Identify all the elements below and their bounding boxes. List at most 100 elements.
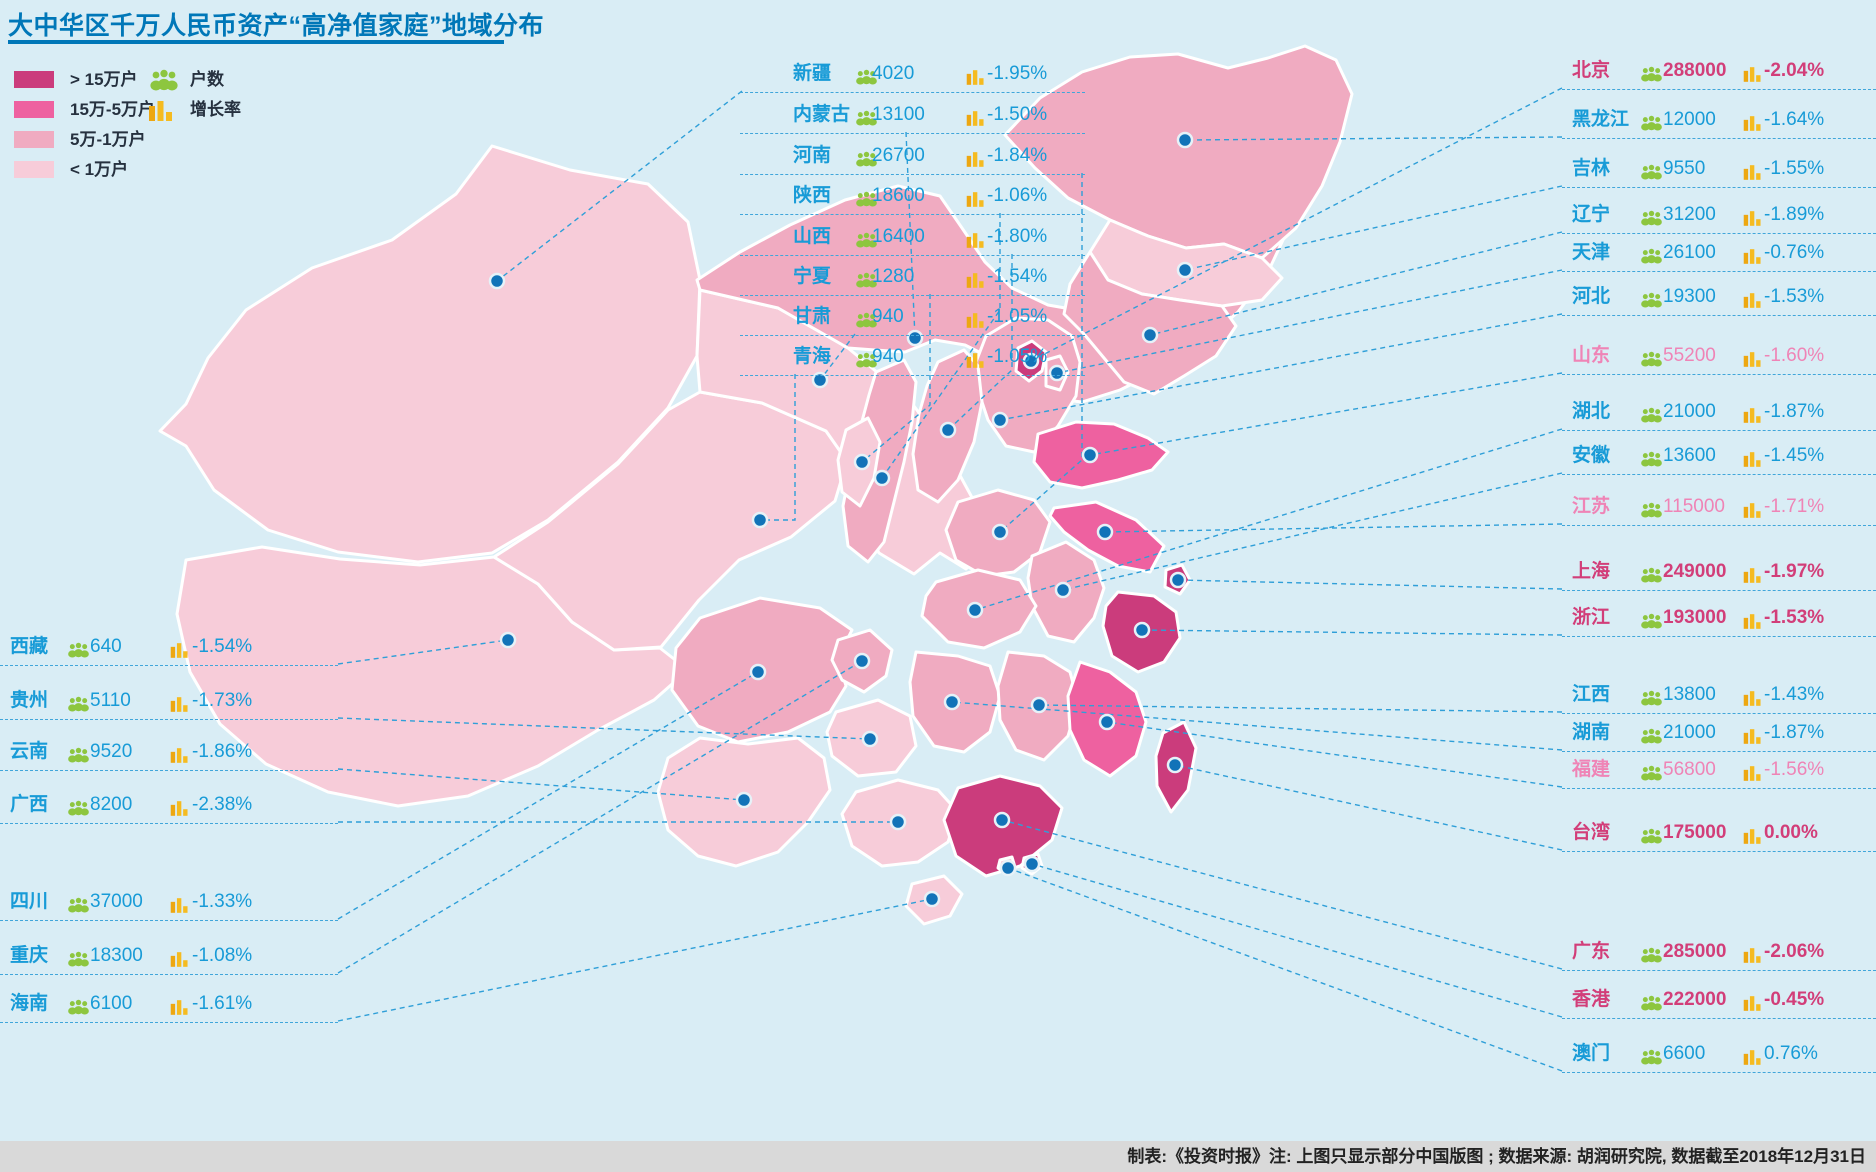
growth-value: -1.73% [192, 690, 253, 711]
region-name: 山西 [793, 226, 832, 247]
people-icon [1639, 499, 1664, 529]
bar-chart-icon [966, 148, 985, 178]
households-value: 5110 [90, 690, 131, 711]
map-dot [1133, 621, 1151, 639]
legend-label-tier2: 15万-5万户 [70, 100, 156, 119]
map-dot [991, 523, 1009, 541]
households-value: 4020 [872, 63, 915, 84]
region-row-shaanxi: 陕西 18600 -1.06% [740, 181, 1085, 215]
region-row-qinghai: 青海 940 -1.05% [740, 342, 1085, 376]
people-icon [66, 639, 91, 669]
region-row-henan: 河南 26700 -1.84% [740, 141, 1085, 175]
leader-line [1038, 704, 1563, 713]
leader-line [1106, 721, 1563, 788]
growth-value: -1.56% [1764, 759, 1825, 780]
people-icon [1639, 448, 1664, 478]
province-xinjiang [158, 144, 702, 564]
people-icon [1639, 825, 1664, 855]
households-value: 640 [90, 636, 122, 657]
households-value: 13600 [1663, 445, 1716, 466]
leader-line [337, 898, 933, 1022]
map-dots [488, 131, 1194, 908]
households-value: 193000 [1663, 607, 1727, 628]
people-icon [854, 148, 879, 178]
region-name: 天津 [1572, 242, 1611, 263]
leader-line [1104, 523, 1563, 533]
people-icon [1639, 404, 1664, 434]
map-dot [853, 652, 871, 670]
bar-chart-icon [1743, 348, 1762, 378]
region-row-fujian: 福建 56800 -1.56% [1562, 755, 1876, 789]
growth-value: -0.45% [1764, 989, 1825, 1010]
households-value: 115000 [1663, 496, 1725, 517]
map-dot [811, 371, 829, 389]
growth-value: -1.54% [987, 266, 1048, 287]
leader-line [1174, 764, 1563, 851]
map-dot [1141, 326, 1159, 344]
growth-value: -1.95% [987, 63, 1048, 84]
households-value: 26700 [872, 145, 925, 166]
bar-chart-icon [966, 349, 985, 379]
region-name: 浙江 [1572, 607, 1611, 628]
region-name: 内蒙古 [793, 104, 851, 125]
bar-chart-icon [966, 107, 985, 137]
map-dot [1022, 352, 1040, 370]
households-value: 6600 [1663, 1043, 1706, 1064]
map-dot [991, 411, 1009, 429]
households-value: 6100 [90, 993, 133, 1014]
growth-value: -1.05% [987, 306, 1048, 327]
growth-value: -1.43% [1764, 684, 1825, 705]
growth-value: -1.08% [192, 945, 253, 966]
people-icon [854, 107, 879, 137]
people-icon [1639, 207, 1664, 237]
map-dot [1030, 696, 1048, 714]
region-name: 四川 [10, 891, 49, 912]
people-icon [1639, 245, 1664, 275]
region-row-jiangsu: 江苏 115000 -1.71% [1562, 492, 1876, 526]
bar-chart-icon [966, 188, 985, 218]
bar-chart-icon [148, 100, 180, 124]
region-name: 贵州 [10, 690, 49, 711]
people-icon [66, 894, 91, 924]
growth-value: -1.87% [1764, 401, 1825, 422]
bar-chart-icon [170, 693, 189, 723]
legend-label-growth: 增长率 [190, 100, 241, 119]
households-value: 940 [872, 306, 904, 327]
leader-line [496, 90, 743, 282]
region-name: 辽宁 [1572, 204, 1611, 225]
growth-value: -1.55% [1764, 158, 1825, 179]
households-value: 55200 [1663, 345, 1716, 366]
region-row-heilongjiang: 黑龙江 12000 -1.64% [1562, 105, 1876, 139]
region-name: 江苏 [1572, 496, 1611, 517]
region-row-liaoning: 辽宁 31200 -1.89% [1562, 200, 1876, 234]
bar-chart-icon [1743, 762, 1762, 792]
growth-value: -1.61% [192, 993, 253, 1014]
region-row-guangdong: 广东 285000 -2.06% [1562, 937, 1876, 971]
map-dot [861, 730, 879, 748]
region-row-guizhou: 贵州 5110 -1.73% [0, 686, 338, 720]
region-name: 广东 [1572, 941, 1611, 962]
region-row-jilin: 吉林 9550 -1.55% [1562, 154, 1876, 188]
map-dot [943, 693, 961, 711]
bar-chart-icon [1743, 112, 1762, 142]
households-value: 21000 [1663, 722, 1716, 743]
growth-value: -2.06% [1764, 941, 1825, 962]
region-name: 湖北 [1572, 401, 1611, 422]
region-row-aomen: 澳门 6600 0.76% [1562, 1039, 1876, 1073]
leader-line [1149, 231, 1563, 336]
bar-chart-icon [1743, 63, 1762, 93]
leader-line [861, 294, 931, 463]
region-row-shanxi: 山西 16400 -1.80% [740, 222, 1085, 256]
people-icon [854, 188, 879, 218]
households-value: 13800 [1663, 684, 1716, 705]
leader-line [1031, 863, 1563, 1018]
region-name: 重庆 [10, 945, 49, 966]
region-row-hainan: 海南 6100 -1.61% [0, 989, 338, 1023]
people-icon [1639, 289, 1664, 319]
households-value: 16400 [872, 226, 925, 247]
map-dot [1096, 523, 1114, 541]
growth-value: -0.76% [1764, 242, 1825, 263]
people-icon [66, 797, 91, 827]
growth-value: -1.64% [1764, 109, 1825, 130]
